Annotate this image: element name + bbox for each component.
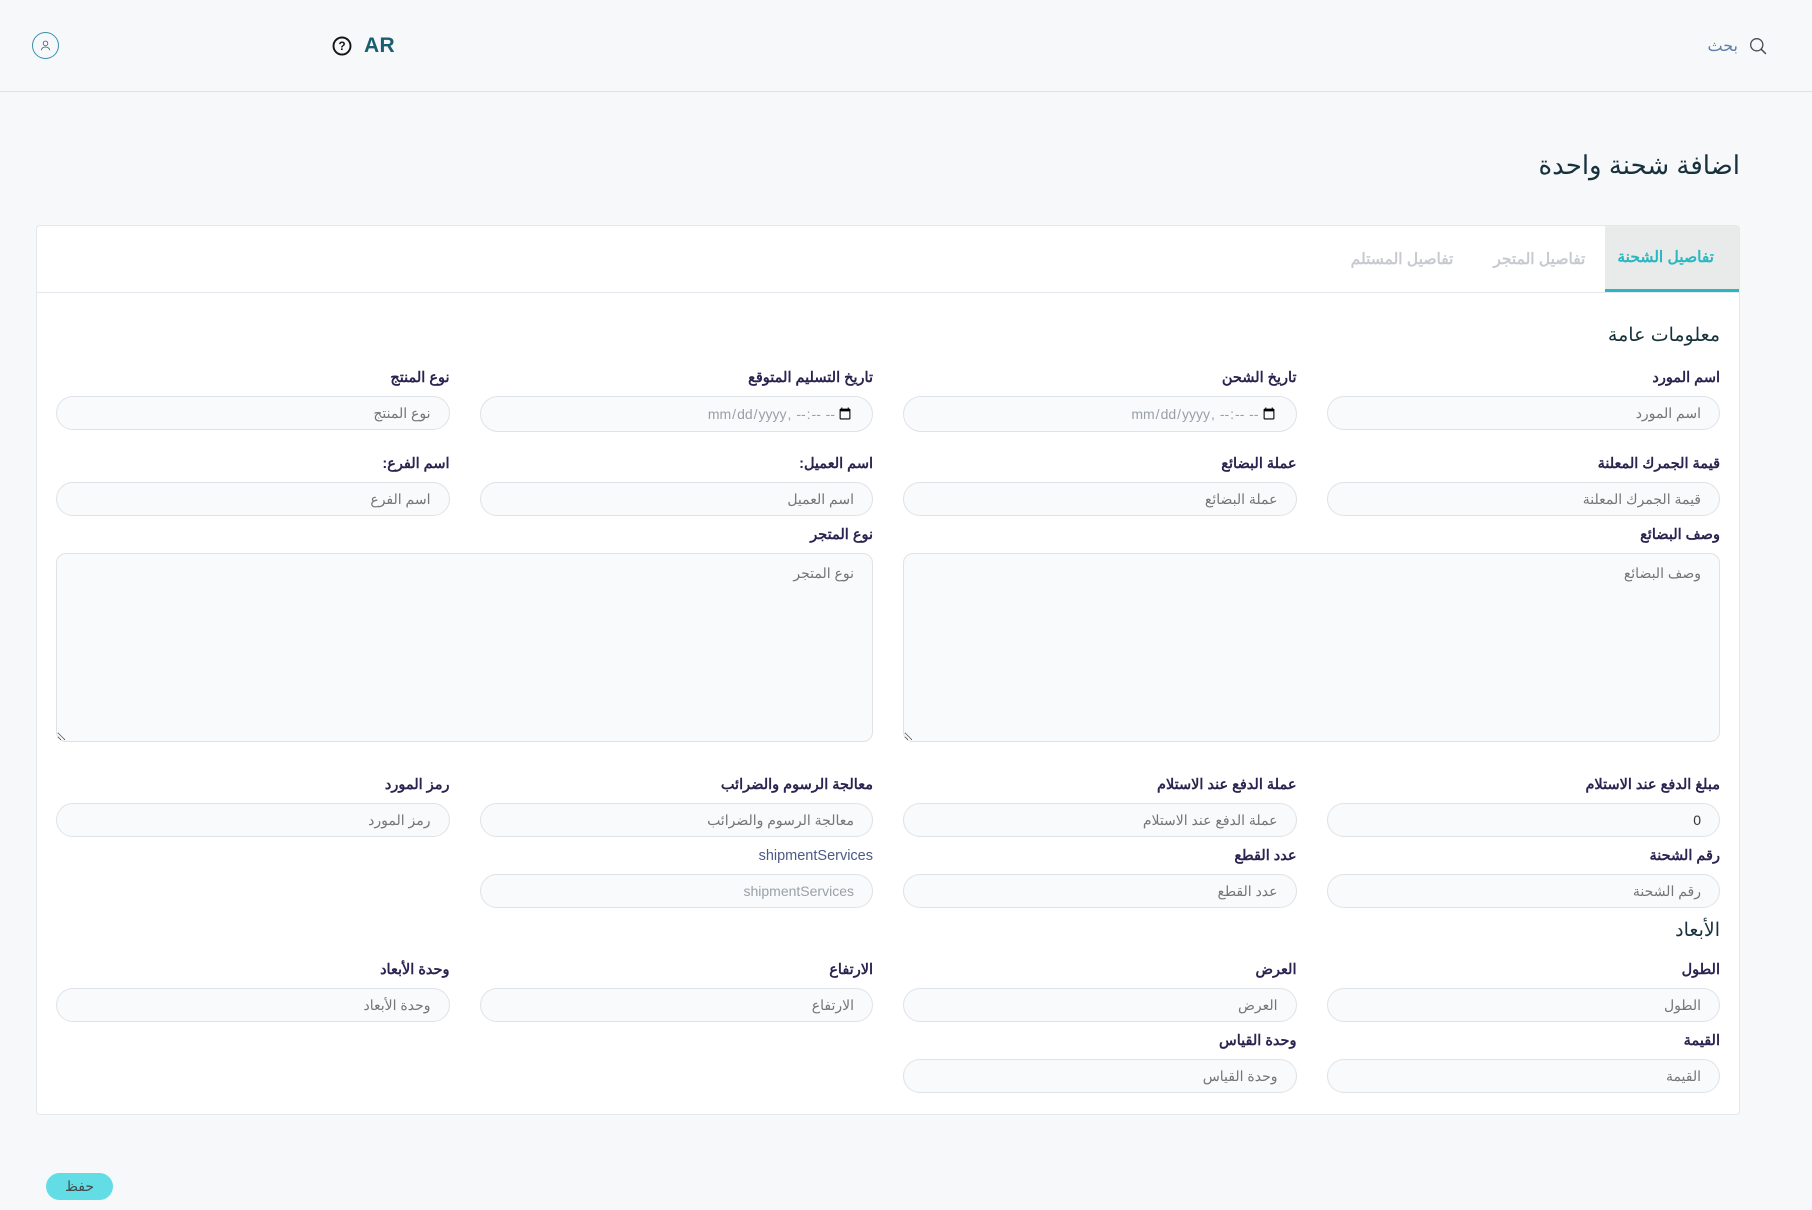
svg-text:?: ? xyxy=(338,40,345,53)
